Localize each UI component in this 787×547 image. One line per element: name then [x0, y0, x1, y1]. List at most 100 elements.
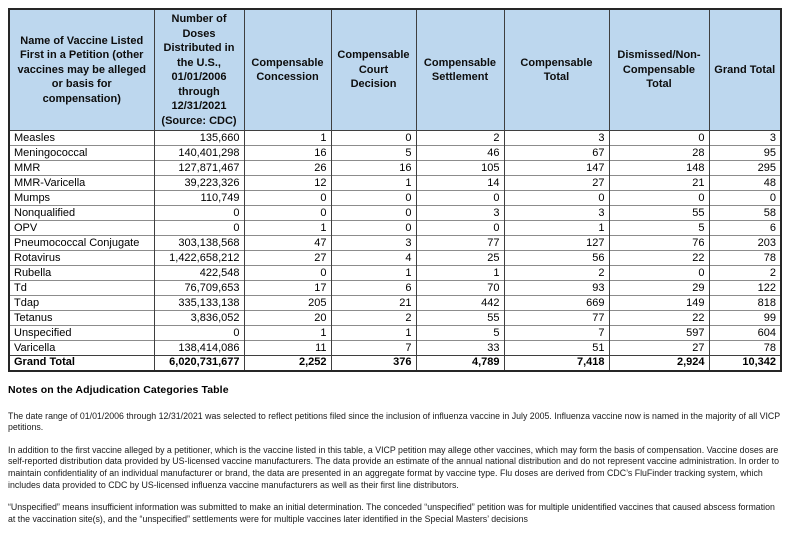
count-cell: 16 [330, 160, 417, 176]
vaccine-name-cell: Nonqualified [8, 205, 155, 221]
table-row: Nonqualified 0 0 0 3 3 55 58 [8, 205, 782, 221]
count-cell: 127 [503, 235, 610, 251]
count-cell: 76,709,653 [153, 280, 245, 296]
count-cell: 7,418 [503, 355, 610, 371]
table-row: Varicella 138,414,086 11 7 33 51 27 78 [8, 340, 782, 356]
count-cell: 138,414,086 [153, 340, 245, 356]
note-paragraph-date-range: The date range of 01/01/2006 through 12/… [8, 410, 780, 433]
count-cell: 7 [330, 340, 417, 356]
report-page: Name of Vaccine Listed First in a Petiti… [8, 8, 782, 524]
count-cell: 2,924 [608, 355, 710, 371]
count-cell: 3,836,052 [153, 310, 245, 326]
count-cell: 0 [708, 190, 782, 206]
count-cell: 0 [330, 205, 417, 221]
vaccine-name-cell: Measles [8, 130, 155, 146]
vaccine-name-cell: MMR-Varicella [8, 175, 155, 191]
table-row: Rotavirus 1,422,658,212 27 4 25 56 22 78 [8, 250, 782, 266]
table-row: Rubella 422,548 0 1 1 2 0 2 [8, 265, 782, 281]
count-cell: 46 [415, 145, 505, 161]
table-row: Mumps 110,749 0 0 0 0 0 0 [8, 190, 782, 206]
count-cell: 55 [608, 205, 710, 221]
count-cell: 21 [330, 295, 417, 311]
count-cell: 67 [503, 145, 610, 161]
count-cell: 0 [503, 190, 610, 206]
count-cell: 25 [415, 250, 505, 266]
table-row: MMR 127,871,467 26 16 105 147 148 295 [8, 160, 782, 176]
note-paragraph-unspecified: “Unspecified” means insufficient informa… [8, 502, 775, 524]
col-header-compensable-concession: Compensable Concession [243, 8, 332, 132]
count-cell: 5 [330, 145, 417, 161]
count-cell: 3 [330, 235, 417, 251]
count-cell: 55 [415, 310, 505, 326]
vaccine-name-cell: OPV [8, 220, 155, 236]
count-cell: 295 [708, 160, 782, 176]
count-cell: 105 [415, 160, 505, 176]
count-cell: 93 [503, 280, 610, 296]
count-cell: 2 [503, 265, 610, 281]
col-header-compensable-court-decision: Compensable Court Decision [330, 8, 417, 132]
vaccine-name-cell: Mumps [8, 190, 155, 206]
count-cell: 11 [243, 340, 332, 356]
count-cell: 78 [708, 250, 782, 266]
count-cell: 26 [243, 160, 332, 176]
col-header-vaccine-name: Name of Vaccine Listed First in a Petiti… [8, 8, 155, 132]
count-cell: 442 [415, 295, 505, 311]
count-cell: 99 [708, 310, 782, 326]
table-body: Measles 135,660 1 0 2 3 0 3 Meningococcal 140,401… [8, 130, 782, 371]
count-cell: 140,401,298 [153, 145, 245, 161]
count-cell: 604 [708, 325, 782, 341]
count-cell: 3 [503, 205, 610, 221]
count-cell: 51 [503, 340, 610, 356]
table-row: Td 76,709,653 17 6 70 93 29 122 [8, 280, 782, 296]
count-cell: 20 [243, 310, 332, 326]
count-cell: 58 [708, 205, 782, 221]
notes-heading: Notes on the Adjudication Categories Tab… [8, 383, 229, 396]
count-cell: 27 [608, 340, 710, 356]
table-row: Tetanus 3,836,052 20 2 55 77 22 99 [8, 310, 782, 326]
count-cell: 669 [503, 295, 610, 311]
count-cell: 303,138,568 [153, 235, 245, 251]
count-cell: 70 [415, 280, 505, 296]
count-cell: 0 [243, 190, 332, 206]
count-cell: 12 [243, 175, 332, 191]
vaccine-name-cell: Rubella [8, 265, 155, 281]
count-cell: 1,422,658,212 [153, 250, 245, 266]
count-cell: 56 [503, 250, 610, 266]
count-cell: 203 [708, 235, 782, 251]
count-cell: 77 [503, 310, 610, 326]
count-cell: 0 [330, 130, 417, 146]
count-cell: 10,342 [708, 355, 782, 371]
count-cell: 78 [708, 340, 782, 356]
vaccine-name-cell: MMR [8, 160, 155, 176]
count-cell: 6 [330, 280, 417, 296]
count-cell: 3 [708, 130, 782, 146]
vaccine-name-cell: Tetanus [8, 310, 155, 326]
count-cell: 148 [608, 160, 710, 176]
count-cell: 0 [608, 130, 710, 146]
grand-total-row: Grand Total 6,020,731,677 2,252 376 4,789 7,4… [8, 355, 782, 371]
count-cell: 1 [503, 220, 610, 236]
count-cell: 4 [330, 250, 417, 266]
count-cell: 17 [243, 280, 332, 296]
count-cell: 149 [608, 295, 710, 311]
count-cell: 47 [243, 235, 332, 251]
count-cell: 0 [330, 190, 417, 206]
count-cell: 6,020,731,677 [153, 355, 245, 371]
count-cell: 1 [330, 325, 417, 341]
count-cell: 2 [330, 310, 417, 326]
count-cell: 597 [608, 325, 710, 341]
count-cell: 127,871,467 [153, 160, 245, 176]
count-cell: 3 [415, 205, 505, 221]
count-cell: 7 [503, 325, 610, 341]
vaccine-name-cell: Unspecified [8, 325, 155, 341]
table-row: Pneumococcal Conjugate 303,138,568 47 3 77 12… [8, 235, 782, 251]
count-cell: 6 [708, 220, 782, 236]
count-cell: 335,133,138 [153, 295, 245, 311]
count-cell: 1 [243, 130, 332, 146]
count-cell: 1 [330, 175, 417, 191]
count-cell: 5 [415, 325, 505, 341]
count-cell: 27 [243, 250, 332, 266]
vaccine-name-cell: Pneumococcal Conjugate [8, 235, 155, 251]
count-cell: 1 [243, 325, 332, 341]
